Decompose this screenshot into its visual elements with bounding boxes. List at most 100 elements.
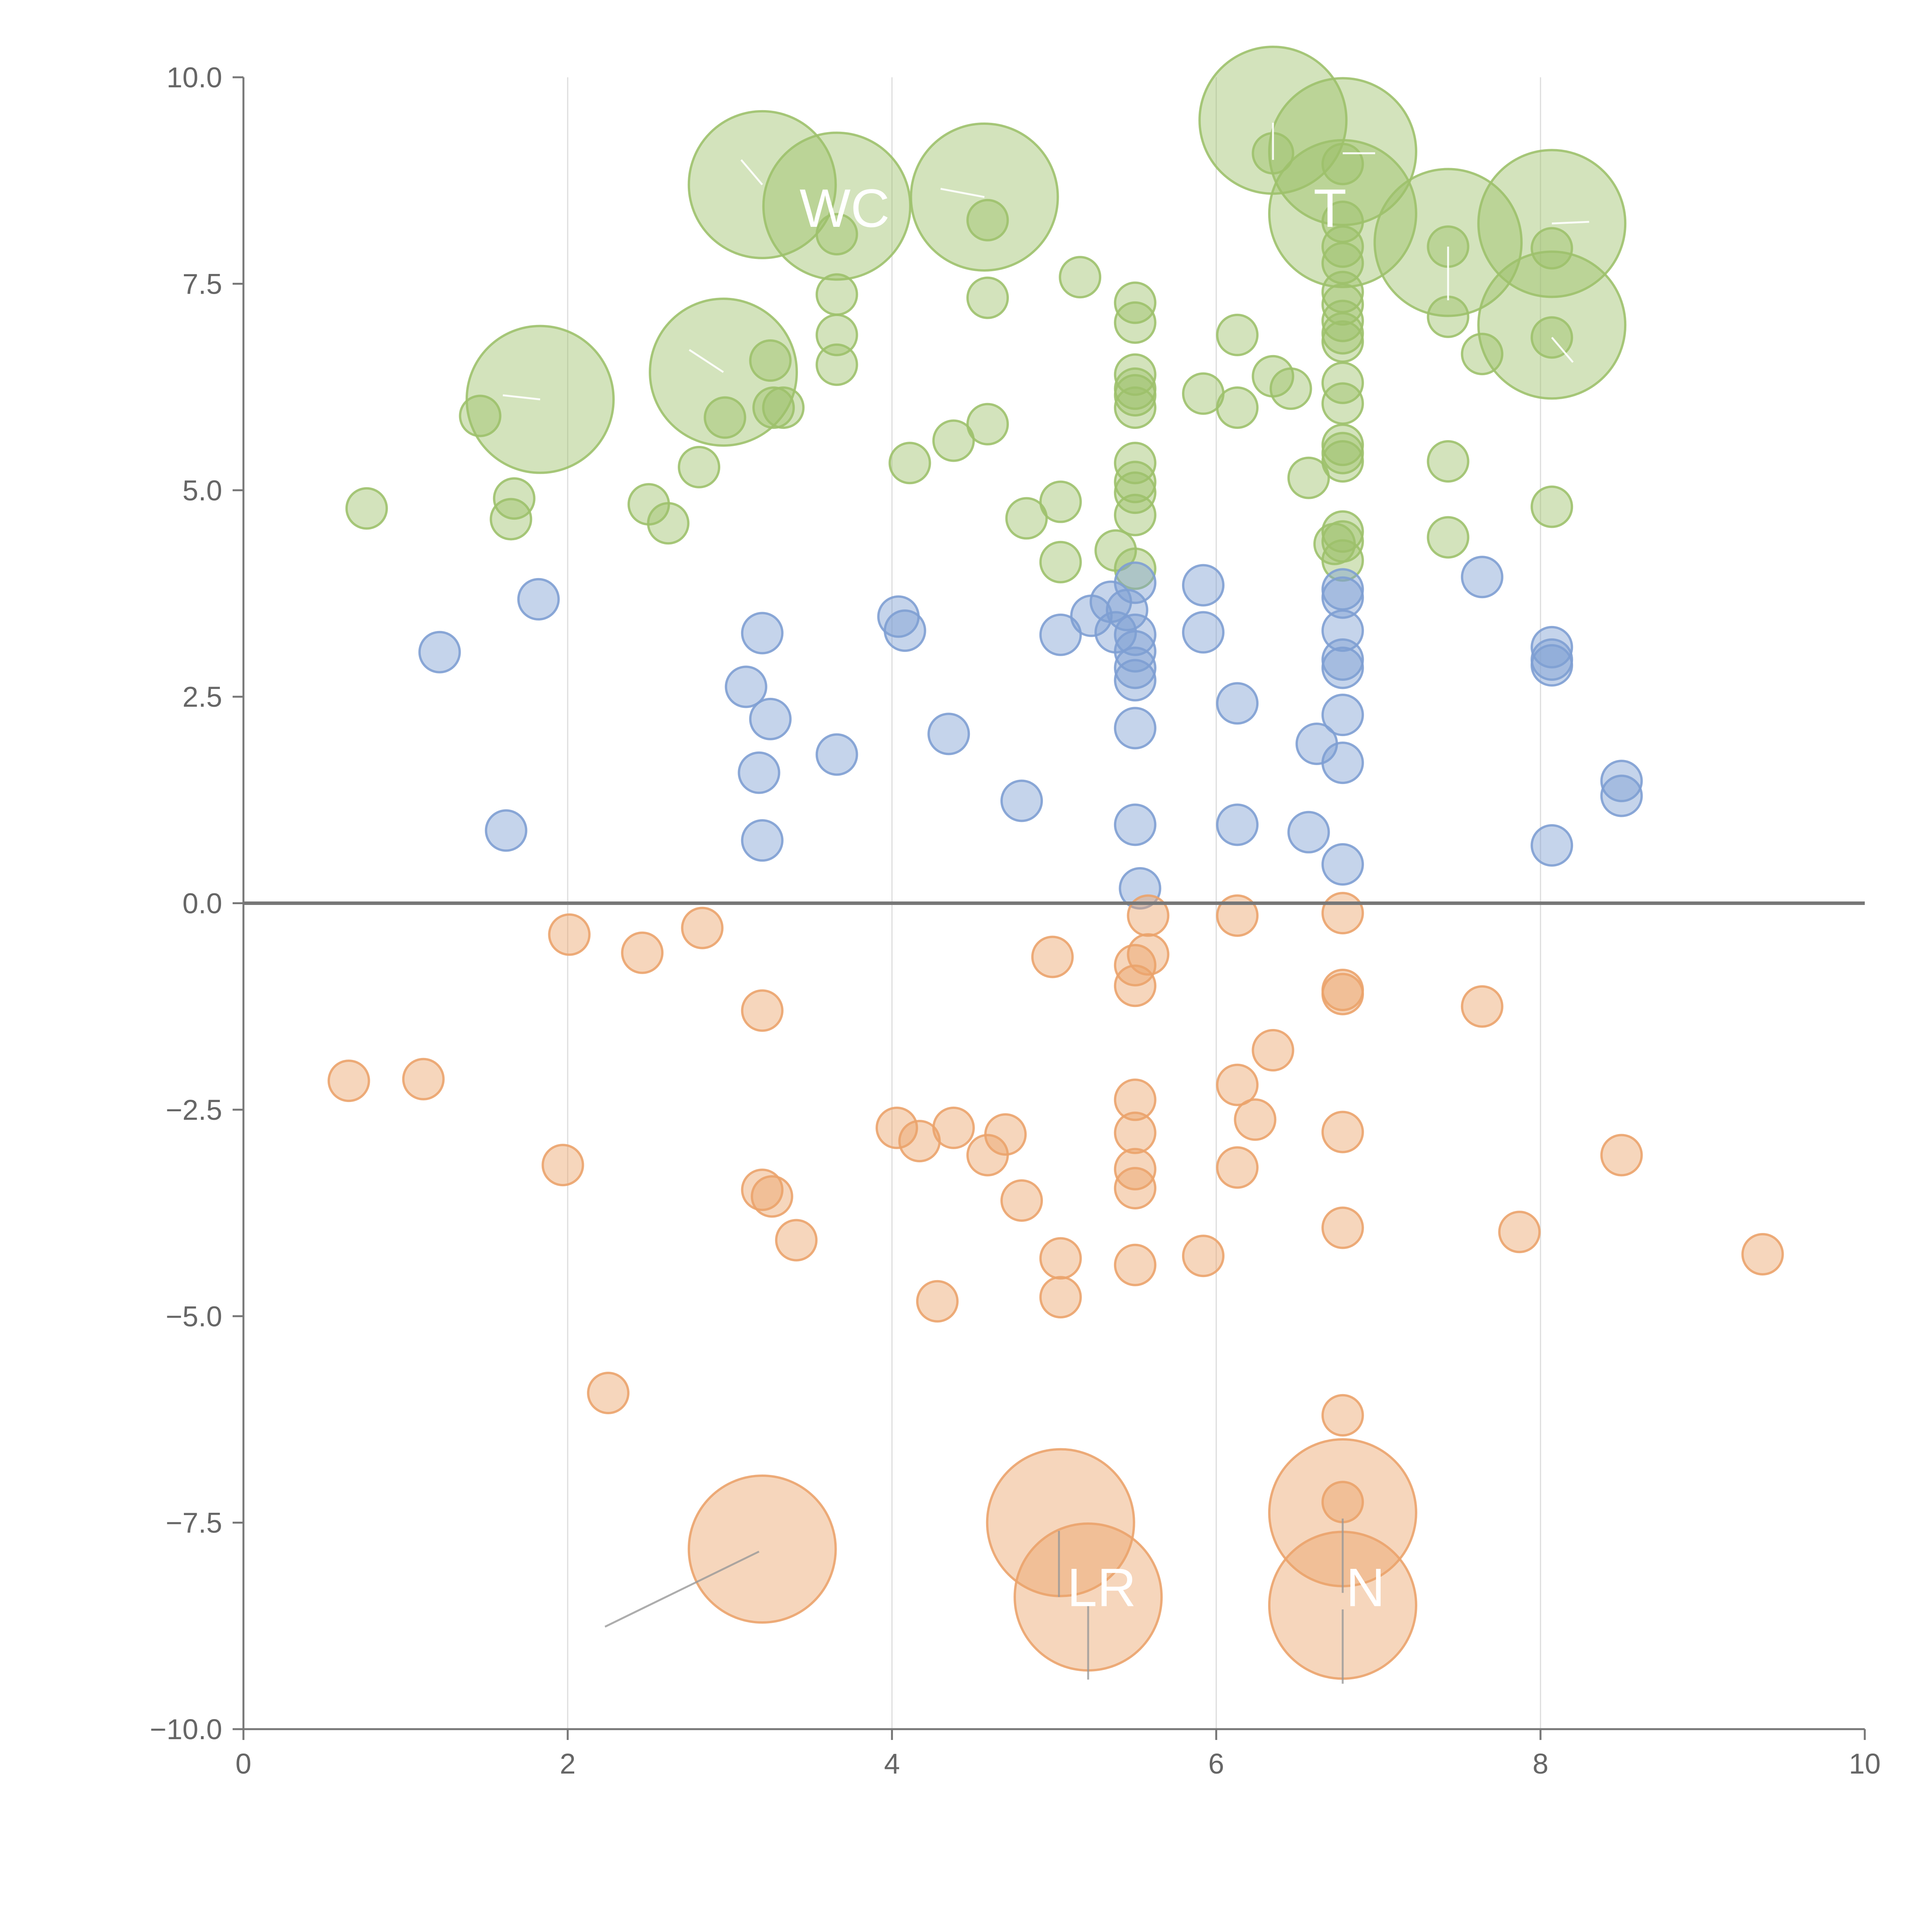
green-bubble [762,386,805,429]
blue-bubble [724,665,767,708]
annotation-label: LR [1067,1557,1136,1618]
orange-bubble [1321,1111,1364,1153]
blue-bubble [1531,626,1573,668]
blue-bubble [815,733,858,776]
blue-bubble [1531,644,1573,687]
orange-bubble [775,1219,818,1262]
orange-bubble [1114,1111,1156,1154]
x-tick-label: 4 [884,1748,900,1780]
orange-bubble [587,1372,630,1415]
leader-line [689,349,724,373]
y-tick-label: 7.5 [182,268,222,300]
green-bubble [704,396,747,439]
green-bubble [1039,541,1082,583]
green-bubble [1216,313,1259,356]
green-bubble [1114,471,1156,514]
blue-bubble [1182,611,1225,654]
axis-ticks: 0 2 4 6 8 10 10.0 7.5 5.0 2.5 0.0 −2.5 −5.0 −7.5 −10.0 [150,61,1881,1780]
green-bubble [1268,77,1417,226]
blue-bubble [1321,646,1364,689]
blue-bubble [1114,561,1156,604]
orange-bubble [1039,1237,1082,1280]
orange-bubble [327,1060,370,1102]
blue-bubble [1216,682,1259,725]
leader-line [1551,337,1574,363]
green-bubble [966,276,1009,319]
y-tick-label: −2.5 [166,1094,222,1126]
green-bubble [815,343,858,386]
y-tick-label: 5.0 [182,474,222,507]
green-bubble [459,395,502,437]
data-points [327,46,1784,1680]
orange-bubble [1321,1206,1364,1249]
green-bubble [1216,386,1259,429]
leader-line [940,188,985,198]
orange-bubble [1031,935,1074,978]
annotation-label: N [1346,1557,1385,1618]
blue-bubble [1114,659,1156,702]
blue-bubble [883,609,926,652]
green-bubble [1114,301,1156,344]
orange-bubble [1252,1029,1294,1071]
blue-bubble [418,631,461,673]
green-bubble [1427,295,1469,338]
blue-bubble [1000,779,1043,822]
leader-line [740,159,763,185]
orange-bubble [681,906,724,949]
blue-bubble [1321,742,1364,784]
green-bubble [1321,225,1364,268]
blue-bubble [485,809,527,852]
green-bubble [1427,516,1469,559]
blue-bubble [1182,564,1225,607]
green-bubble [678,446,721,488]
green-bubble [752,386,795,429]
blue-bubble [741,819,784,862]
annotations: LR N T WC [799,178,1385,1618]
green-bubble [493,477,536,520]
green-bubble [762,131,912,281]
blue-bubble [1114,630,1156,673]
green-bubble [1114,461,1156,503]
blue-bubble [1531,824,1573,867]
blue-bubble [1216,803,1259,846]
green-bubble [1059,256,1102,299]
blue-bubble [749,697,792,740]
orange-bubble [1498,1211,1541,1253]
orange-bubble [1234,1098,1277,1141]
orange-bubble [1600,1134,1643,1177]
green-bubble [1321,283,1364,326]
blue-bubble [1321,694,1364,736]
orange-bubble [1127,933,1170,976]
x-tick-label: 6 [1208,1748,1224,1780]
orange-bubble [1114,1167,1156,1209]
green-bubble [815,213,858,256]
green-bubble [1039,480,1082,523]
orange-bubble [1216,894,1259,937]
leader-line [1552,221,1589,224]
green-bubble [1477,250,1627,400]
green-bubble [647,502,690,545]
green-bubble [345,487,388,530]
blue-bubble [1600,760,1643,803]
y-tick-label: 10.0 [167,61,222,94]
green-bubble [966,403,1009,446]
blue-bubble [1119,867,1162,910]
orange-bubble [1127,894,1170,937]
blue-bubble [1461,556,1503,599]
orange-bubble [1182,1235,1225,1277]
green-bubble [1531,485,1573,528]
green-bubble [1114,374,1156,417]
green-bubble [1321,510,1364,553]
orange-bubble [1114,964,1156,1007]
orange-bubble [1321,892,1364,935]
annotation-label: T [1313,178,1347,238]
orange-bubble [1000,1179,1043,1222]
orange-bubble [875,1106,918,1149]
green-bubble [1287,456,1330,499]
green-bubble [1005,497,1048,540]
orange-bubble [1114,1243,1156,1286]
x-tick-label: 0 [235,1748,251,1780]
green-bubble [749,339,792,382]
blue-bubble [738,751,781,794]
